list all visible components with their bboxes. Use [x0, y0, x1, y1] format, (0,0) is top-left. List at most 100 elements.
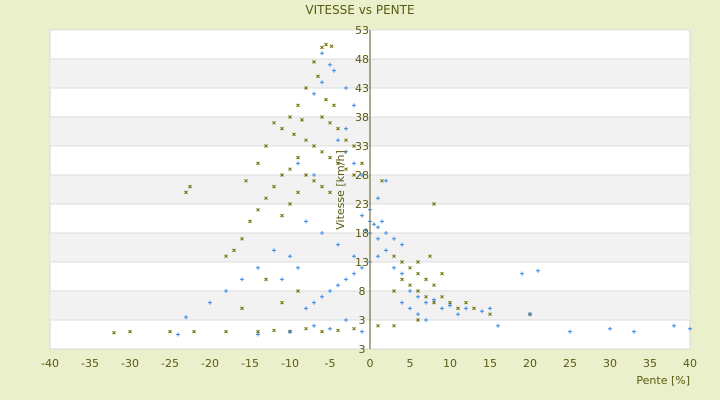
data-point-olive	[288, 167, 292, 172]
data-point-blue	[380, 219, 384, 224]
data-point-blue	[312, 300, 316, 305]
data-point-olive	[304, 86, 308, 90]
data-point-blue	[360, 329, 364, 334]
data-point-blue	[328, 62, 332, 67]
data-point-olive	[300, 118, 304, 122]
data-point-blue	[688, 326, 692, 331]
data-point-blue	[312, 91, 316, 96]
data-point-olive	[312, 144, 316, 148]
data-point-blue	[344, 277, 348, 282]
data-point-olive	[296, 155, 300, 160]
data-point-blue	[328, 326, 332, 331]
data-point-blue	[344, 318, 348, 322]
data-point-olive	[296, 103, 300, 108]
data-point-olive	[288, 202, 292, 206]
data-point-blue	[288, 329, 292, 334]
data-point-olive	[352, 173, 356, 177]
data-point-blue	[448, 303, 452, 308]
data-point-olive	[304, 326, 308, 331]
data-point-blue	[632, 329, 636, 334]
y-tick-label: 53	[355, 24, 369, 37]
data-point-olive	[184, 190, 188, 195]
data-point-olive	[392, 289, 396, 293]
data-point-olive	[440, 294, 444, 299]
x-tick-label: -40	[41, 357, 59, 370]
data-point-olive	[240, 306, 244, 311]
data-point-blue	[568, 329, 572, 334]
data-point-olive	[416, 318, 420, 322]
data-point-blue	[312, 323, 316, 328]
data-point-blue	[408, 306, 412, 311]
x-tick-label: 35	[643, 357, 657, 370]
data-point-olive	[424, 277, 428, 282]
data-point-olive	[456, 306, 460, 311]
data-point-olive	[272, 328, 276, 333]
data-point-blue	[320, 231, 324, 235]
data-point-blue	[256, 265, 260, 270]
y-tick-label: 38	[355, 111, 369, 124]
data-point-olive	[280, 300, 284, 305]
data-point-olive	[432, 300, 436, 305]
data-point-olive	[416, 260, 420, 264]
data-point-blue	[496, 323, 500, 328]
data-point-blue	[312, 173, 316, 177]
data-point-blue	[528, 312, 532, 317]
y-tick-label: 8	[359, 285, 366, 298]
data-point-olive	[192, 329, 196, 334]
x-tick-label: 10	[443, 357, 457, 370]
data-point-olive	[320, 115, 324, 119]
data-point-blue	[352, 271, 356, 276]
data-point-olive	[312, 60, 316, 64]
data-point-olive	[400, 277, 404, 282]
data-points	[112, 42, 692, 337]
data-point-olive	[344, 138, 348, 143]
data-point-olive	[224, 254, 228, 259]
data-point-olive	[360, 161, 364, 166]
data-point-olive	[336, 328, 340, 333]
data-point-blue	[536, 268, 540, 273]
data-point-blue	[344, 86, 348, 90]
data-point-olive	[332, 103, 336, 108]
data-point-olive	[240, 236, 244, 241]
data-point-blue	[352, 254, 356, 259]
data-point-olive	[280, 213, 284, 218]
data-point-olive	[320, 184, 324, 189]
y-tick-label: 33	[355, 140, 369, 153]
data-point-blue	[296, 161, 300, 166]
data-point-blue	[240, 277, 244, 282]
data-point-blue	[304, 219, 308, 224]
data-point-blue	[456, 312, 460, 317]
data-point-blue	[208, 300, 212, 305]
x-tick-label: 30	[603, 357, 617, 370]
data-point-blue	[376, 254, 380, 259]
data-point-olive	[392, 323, 396, 328]
x-tick-label: 0	[367, 357, 374, 370]
data-point-olive	[428, 254, 432, 259]
data-point-olive	[424, 294, 428, 299]
data-point-olive	[272, 184, 276, 189]
data-point-olive	[256, 329, 260, 334]
data-point-blue	[408, 289, 412, 293]
x-tick-label: 20	[523, 357, 537, 370]
data-point-olive	[112, 330, 116, 335]
data-point-olive	[288, 115, 292, 119]
data-point-olive	[264, 196, 268, 201]
data-point-olive	[328, 155, 332, 160]
data-point-olive	[320, 149, 324, 154]
x-tick-label: -15	[241, 357, 259, 370]
data-point-olive	[352, 144, 356, 148]
data-point-blue	[360, 265, 364, 270]
x-tick-label: 15	[483, 357, 497, 370]
data-point-blue	[520, 271, 524, 276]
data-point-blue	[336, 138, 340, 143]
data-point-blue	[364, 228, 368, 233]
data-point-blue	[376, 225, 380, 230]
data-point-blue	[320, 294, 324, 299]
y-tick-label: 23	[355, 198, 369, 211]
data-point-blue	[360, 173, 364, 177]
data-point-olive	[292, 132, 296, 137]
data-point-blue	[288, 254, 292, 259]
data-point-olive	[329, 44, 334, 49]
y-axis-label: Vitesse [km/h]	[334, 150, 347, 230]
